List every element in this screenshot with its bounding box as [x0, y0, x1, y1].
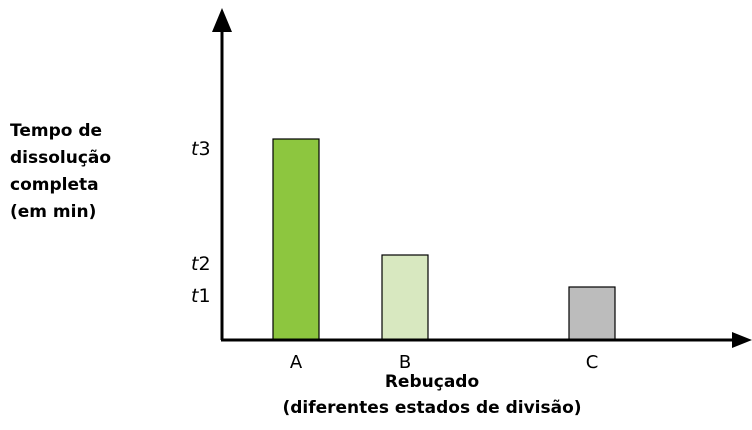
y-axis-arrow-icon: [212, 8, 232, 32]
y-ticks: t3 t2 t1: [191, 138, 211, 307]
y-axis-title: Tempo de dissolução completa (em min): [10, 118, 170, 226]
x-ticks: A B C: [290, 352, 598, 373]
x-tick-label-c: C: [586, 352, 599, 373]
y-axis-title-line-3: completa: [10, 175, 99, 195]
y-axis-title-line-1: Tempo de: [10, 121, 103, 141]
bar-a: [272, 138, 320, 341]
x-axis-arrow-icon: [732, 332, 752, 348]
x-axis-subtitle: (diferentes estados de divisão): [282, 398, 582, 418]
bar-b: [381, 254, 429, 341]
bars: [272, 138, 616, 341]
y-axis-title-line-4: (em min): [10, 202, 97, 222]
x-tick-label-a: A: [290, 352, 303, 373]
y-tick-label-t3: t3: [191, 138, 211, 160]
bar-c: [568, 286, 616, 341]
x-tick-label-b: B: [399, 352, 411, 373]
y-tick-label-t2: t2: [191, 253, 211, 275]
x-axis-title: Rebuçado: [384, 372, 480, 392]
y-tick-label-t1: t1: [191, 285, 211, 307]
y-axis-title-line-2: dissolução: [10, 148, 112, 168]
